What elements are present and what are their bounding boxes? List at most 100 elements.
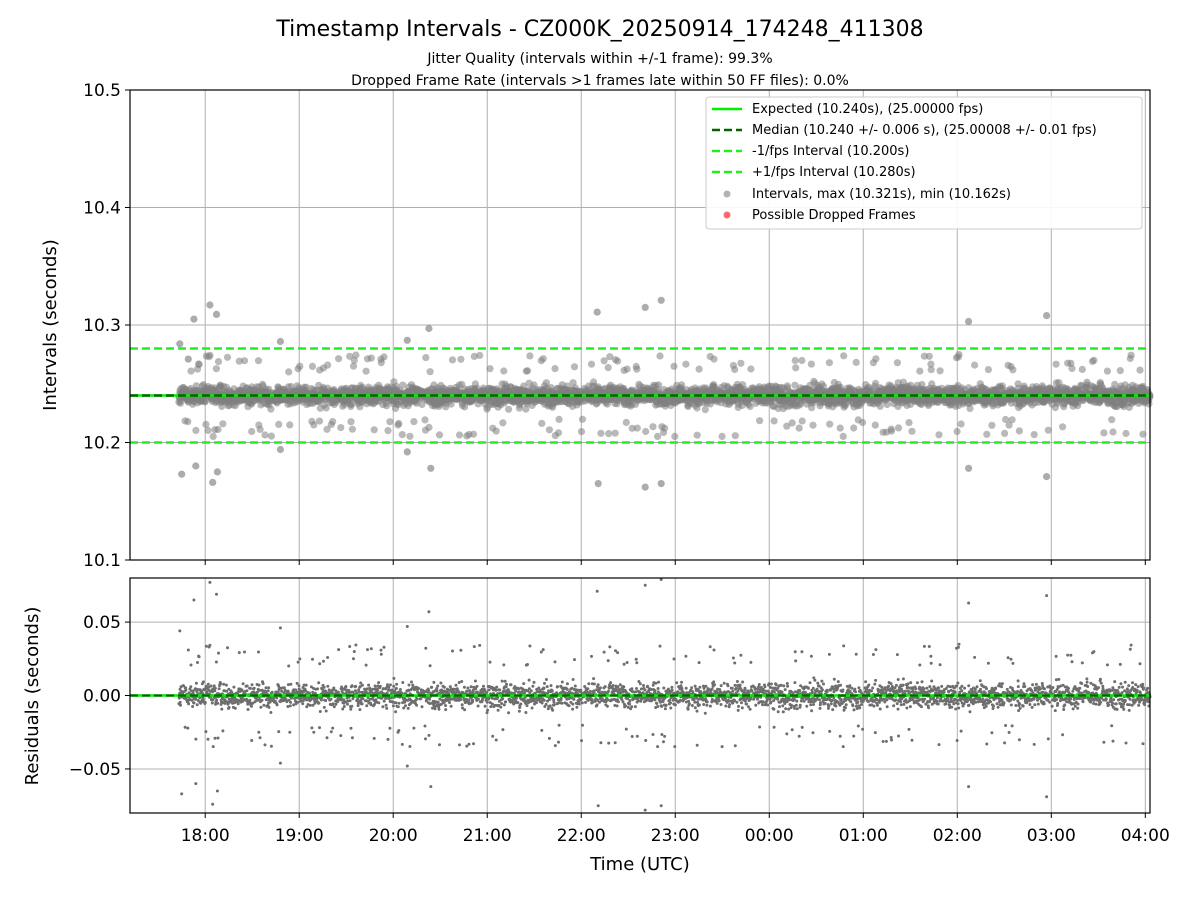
interval-point [936,367,944,375]
interval-point [214,425,222,434]
interval-point [1015,427,1024,435]
residual-point [524,711,528,714]
residual-point [257,650,260,654]
interval-point [908,427,916,435]
residual-point [503,679,507,683]
interval-outlier-point [593,308,601,316]
residual-point [451,649,454,653]
interval-point [308,362,317,370]
top-panel-x-ticks [204,560,1146,565]
interval-point [747,365,755,373]
residual-point [217,651,220,655]
residual-point [427,689,431,693]
residual-point [179,703,182,707]
residual-point [312,730,316,734]
residual-point [325,736,329,740]
residual-point [350,684,354,688]
interval-outlier-point [427,464,435,472]
interval-point [826,420,834,428]
interval-point [323,425,331,433]
residual-point [209,684,213,688]
interval-point [927,366,935,374]
residual-point [420,705,424,709]
interval-point [212,365,220,373]
residual-point [494,738,498,742]
residual-point [394,701,398,705]
interval-point [248,427,256,436]
residual-point [476,697,480,701]
residual-point [257,730,261,734]
residual-point [485,711,489,715]
residual-point [523,691,526,695]
residual-point [392,676,396,680]
interval-point [1001,429,1009,437]
interval-point [798,356,806,365]
residual-point [288,704,292,708]
residual-point [308,703,312,707]
interval-point [605,430,613,438]
residual-point [354,684,358,688]
interval-point [347,418,355,426]
interval-point [1078,365,1086,373]
residual-point [216,736,220,740]
interval-point [642,427,650,436]
residual-point [439,681,443,685]
interval-point [1090,356,1098,364]
residual-point [372,736,376,740]
interval-point [840,352,848,360]
interval-point [695,365,703,373]
interval-point [983,430,991,438]
interval-point [551,365,559,373]
residual-point [203,701,207,705]
interval-outlier-point [657,480,665,488]
interval-outlier-point [657,296,665,304]
residual-point [456,689,460,693]
residual-point [349,726,353,730]
residual-point [504,700,508,704]
interval-point [383,402,391,410]
interval-point [286,421,294,429]
interval-point [275,420,283,428]
interval-point [187,367,195,375]
residual-point [427,733,431,737]
residual-point [245,689,249,693]
residual-point [248,698,252,702]
interval-point [380,353,388,361]
interval-point [649,423,657,431]
interval-point [1052,360,1060,368]
interval-point [693,431,701,439]
interval-point [839,432,847,440]
residual-point [296,700,300,704]
residual-point [367,683,371,687]
interval-point [770,417,778,425]
residual-point [476,704,480,708]
top-y-tick-label: 10.2 [83,434,121,454]
interval-point [545,426,554,434]
residual-point [326,656,330,659]
residual-point [196,661,199,664]
residual-point [248,686,252,690]
residual-point [491,734,495,738]
residual-point [432,680,436,684]
residual-point [213,736,217,740]
interval-point [1103,367,1111,375]
residual-point [191,705,195,708]
residual-point [296,660,300,664]
residual-point [261,682,265,686]
residual-point [397,729,401,732]
residual-point [459,698,463,702]
residual-point [324,709,328,713]
interval-point [240,357,249,365]
residual-point [344,685,348,688]
residual-point [197,655,201,659]
residual-point [517,709,521,713]
top-panel-interval-points [175,296,1154,491]
residual-point [195,690,199,694]
interval-point [798,417,806,425]
interval-point [192,426,200,434]
residual-point [349,707,353,711]
interval-point [622,418,630,426]
interval-outlier-point [641,483,649,491]
interval-point [872,355,880,363]
residual-point [270,690,274,694]
